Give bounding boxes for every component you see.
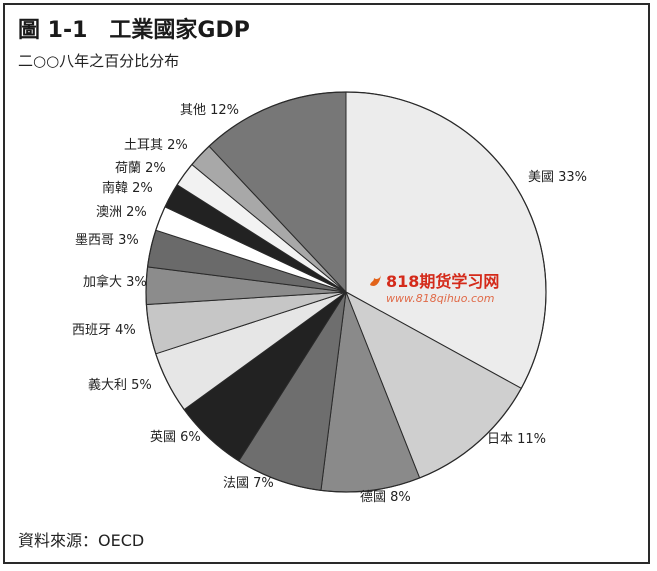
pie-label-6: 西班牙 4% <box>72 323 136 338</box>
pie-outline <box>145 91 547 493</box>
watermark-url: www.818qihuo.com <box>386 292 495 305</box>
pie-labels: 美國 33% 日本 11% 德國 8% 法國 7% 英國 6% 義大利 5% 西班牙 4% 加… <box>72 103 587 505</box>
pie-slices <box>145 91 547 493</box>
pie-label-5: 義大利 5% <box>88 377 152 393</box>
pie-label-11: 荷蘭 2% <box>115 160 166 176</box>
pie-label-9: 澳洲 2% <box>96 204 147 220</box>
pie-label-8: 墨西哥 3% <box>75 233 139 248</box>
figure-source: 資料來源：OECD <box>18 531 145 550</box>
pie-label-10: 南韓 2% <box>102 180 153 196</box>
watermark-logo: 818期货学习网 <box>368 268 528 292</box>
pie-label-3: 法國 7% <box>223 476 274 491</box>
pie-label-1: 日本 11% <box>487 432 546 447</box>
pie-label-4: 英國 6% <box>150 430 201 445</box>
pie-label-2: 德國 8% <box>360 490 411 505</box>
watermark: 818期货学习网 www.818qihuo.com <box>368 268 528 305</box>
pie-label-7: 加拿大 3% <box>83 274 147 290</box>
figure-title: 圖 1-1 工業國家GDP <box>18 18 250 43</box>
pie-label-13: 其他 12% <box>180 103 239 118</box>
pie-label-12: 土耳其 2% <box>124 138 188 153</box>
watermark-text: 818期货学习网 <box>386 272 500 291</box>
flame-icon <box>370 275 381 286</box>
pie-label-0: 美國 33% <box>528 170 587 185</box>
figure-subtitle: 二○○八年之百分比分布 <box>18 52 180 70</box>
